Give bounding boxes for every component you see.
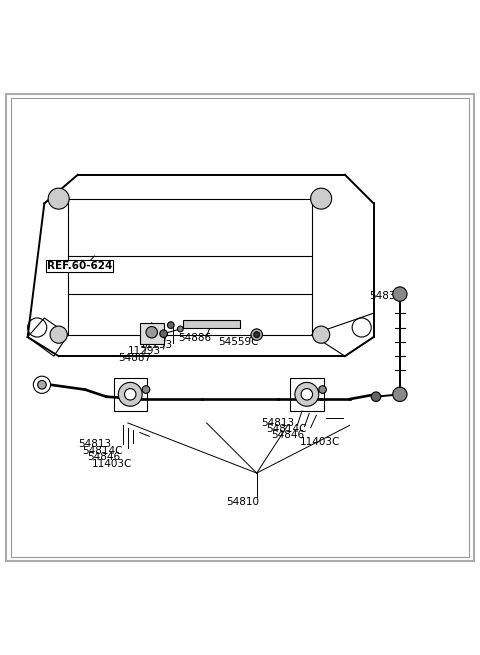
Circle shape bbox=[295, 383, 319, 406]
Polygon shape bbox=[140, 323, 164, 345]
Text: 11293: 11293 bbox=[140, 340, 173, 350]
Text: 54887: 54887 bbox=[118, 352, 151, 363]
Circle shape bbox=[48, 188, 69, 209]
Circle shape bbox=[254, 332, 260, 337]
Circle shape bbox=[50, 326, 67, 343]
Circle shape bbox=[393, 387, 407, 402]
Circle shape bbox=[251, 329, 263, 341]
Circle shape bbox=[393, 287, 407, 301]
Text: 11293: 11293 bbox=[128, 346, 161, 356]
Text: 54810: 54810 bbox=[226, 496, 259, 507]
FancyBboxPatch shape bbox=[6, 94, 474, 561]
Text: REF.60-624: REF.60-624 bbox=[47, 261, 112, 271]
Text: 54830: 54830 bbox=[369, 291, 402, 301]
Text: 54886: 54886 bbox=[178, 333, 211, 343]
Circle shape bbox=[301, 388, 312, 400]
Circle shape bbox=[118, 383, 142, 406]
Circle shape bbox=[168, 322, 174, 328]
Text: 54813: 54813 bbox=[262, 418, 295, 428]
Text: 54813: 54813 bbox=[78, 440, 111, 449]
Circle shape bbox=[124, 388, 136, 400]
Circle shape bbox=[371, 392, 381, 402]
Circle shape bbox=[142, 386, 150, 394]
Circle shape bbox=[312, 326, 330, 343]
Text: 11403C: 11403C bbox=[92, 458, 132, 468]
Text: 11403C: 11403C bbox=[300, 437, 340, 447]
Circle shape bbox=[311, 188, 332, 209]
Text: 54559C: 54559C bbox=[218, 337, 259, 346]
Circle shape bbox=[178, 326, 183, 332]
Circle shape bbox=[160, 330, 168, 337]
Circle shape bbox=[37, 381, 46, 389]
Text: 54846: 54846 bbox=[87, 452, 120, 462]
Text: 54814C: 54814C bbox=[266, 424, 307, 434]
Text: 54814C: 54814C bbox=[83, 445, 123, 456]
Polygon shape bbox=[183, 320, 240, 328]
Circle shape bbox=[34, 376, 50, 394]
Text: 54846: 54846 bbox=[271, 430, 304, 440]
Circle shape bbox=[319, 386, 326, 394]
Circle shape bbox=[146, 327, 157, 338]
